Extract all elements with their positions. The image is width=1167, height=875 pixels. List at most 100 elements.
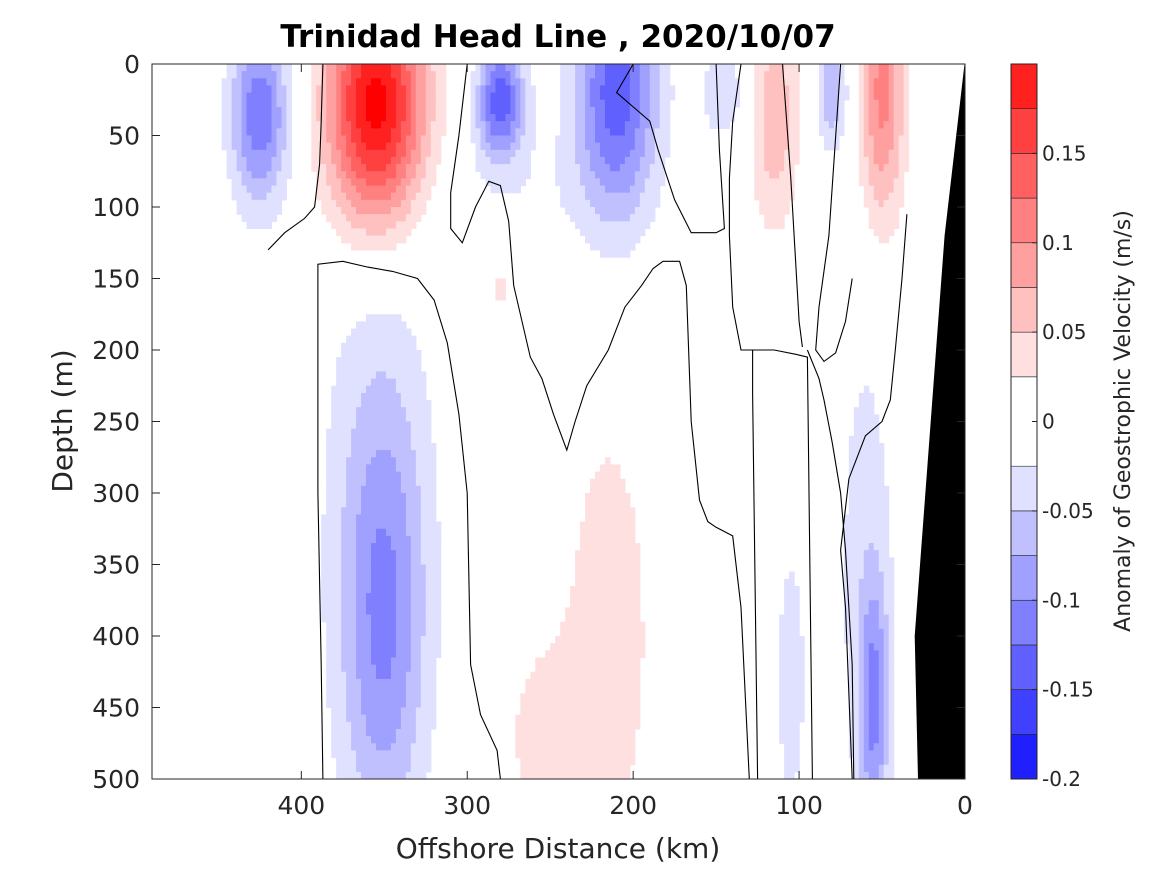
velocity-cell: [883, 593, 895, 601]
velocity-cell: [833, 121, 845, 129]
colorbar-swatch: [1010, 689, 1038, 735]
velocity-cell: [326, 507, 342, 516]
velocity-cell: [331, 721, 352, 730]
velocity-cell: [520, 693, 641, 701]
velocity-cell: [246, 106, 273, 115]
velocity-cell: [475, 149, 487, 158]
velocity-cell: [246, 99, 273, 108]
velocity-cell: [371, 564, 397, 573]
velocity-cell: [883, 700, 890, 709]
velocity-cell: [644, 128, 656, 137]
velocity-cell: [883, 664, 890, 673]
velocity-cell: [754, 85, 765, 94]
velocity-cell: [818, 106, 825, 115]
velocity-cell: [659, 121, 671, 129]
velocity-cell: [326, 700, 347, 709]
velocity-cell: [863, 106, 870, 115]
velocity-cell: [585, 507, 636, 516]
velocity-cell: [276, 99, 287, 108]
velocity-cell: [878, 693, 885, 701]
velocity-cell: [754, 171, 770, 179]
velocity-cell: [371, 614, 397, 623]
velocity-cell: [390, 207, 412, 215]
velocity-cell: [246, 185, 273, 194]
velocity-cell: [410, 78, 417, 87]
velocity-cell: [326, 85, 337, 94]
velocity-cell: [346, 135, 352, 144]
velocity-cell: [629, 99, 641, 108]
velocity-cell: [863, 114, 870, 122]
velocity-cell: [555, 164, 581, 172]
velocity-cell: [505, 78, 511, 87]
velocity-cell: [754, 192, 795, 201]
velocity-cell: [326, 643, 342, 651]
velocity-cell: [595, 114, 606, 122]
velocity-cell: [858, 92, 865, 101]
velocity-cell: [848, 478, 885, 487]
velocity-cell: [356, 550, 372, 558]
velocity-cell: [361, 192, 392, 201]
velocity-cell: [764, 221, 785, 230]
velocity-cell: [838, 71, 845, 79]
velocity-cell: [545, 650, 646, 659]
velocity-cell: [351, 221, 397, 230]
velocity-cell: [863, 707, 870, 716]
velocity-cell: [515, 106, 521, 115]
velocity-cell: [236, 64, 248, 72]
velocity-cell: [888, 614, 895, 623]
velocity-cell: [560, 128, 576, 137]
velocity-cell: [336, 85, 342, 94]
velocity-cell: [838, 64, 845, 72]
velocity-cell: [898, 171, 905, 179]
velocity-cell: [415, 471, 437, 480]
velocity-cell: [321, 571, 342, 580]
velocity-cell: [883, 578, 895, 587]
velocity-cell: [868, 71, 880, 79]
velocity-cell: [281, 64, 292, 72]
velocity-cell: [241, 71, 278, 79]
velocity-cell: [818, 114, 825, 122]
colorbar-tick-label: -0.1: [1042, 588, 1081, 612]
velocity-cell: [510, 128, 516, 137]
colorbar-swatch: [1010, 465, 1038, 512]
velocity-cell: [331, 421, 357, 430]
velocity-cell: [341, 607, 357, 616]
velocity-cell: [410, 614, 427, 623]
zero-contour-line: [728, 64, 753, 351]
velocity-cell: [271, 128, 278, 137]
velocity-cell: [405, 192, 417, 201]
velocity-cell: [241, 171, 253, 179]
velocity-cell: [624, 156, 641, 165]
velocity-cell: [366, 385, 397, 394]
velocity-cell: [505, 64, 516, 72]
velocity-cell: [843, 550, 865, 558]
velocity-cell: [356, 85, 367, 94]
velocity-cell: [888, 64, 895, 72]
velocity-cell: [898, 149, 910, 158]
velocity-cell: [341, 621, 357, 630]
velocity-cell: [754, 121, 765, 129]
colorbar-tick-label: 0.1: [1042, 231, 1074, 255]
velocity-cell: [520, 707, 641, 716]
velocity-cell: [599, 85, 631, 94]
velocity-cell: [241, 135, 253, 144]
velocity-cell: [848, 693, 860, 701]
velocity-cell: [818, 92, 825, 101]
velocity-cell: [400, 400, 432, 408]
velocity-cell: [241, 142, 253, 151]
velocity-cell: [425, 628, 442, 637]
velocity-cell: [495, 78, 507, 87]
velocity-cell: [580, 228, 646, 237]
velocity-cell: [903, 78, 910, 87]
velocity-cell: [580, 521, 636, 530]
velocity-cell: [281, 164, 292, 172]
velocity-cell: [405, 514, 422, 523]
velocity-cell: [779, 728, 800, 737]
velocity-cell: [858, 700, 865, 709]
velocity-cell: [629, 106, 641, 115]
colorbar-swatch: [1010, 197, 1038, 244]
velocity-cell: [858, 650, 865, 659]
velocity-cell: [366, 178, 387, 187]
velocity-cell: [321, 207, 342, 215]
velocity-cell: [659, 85, 676, 94]
